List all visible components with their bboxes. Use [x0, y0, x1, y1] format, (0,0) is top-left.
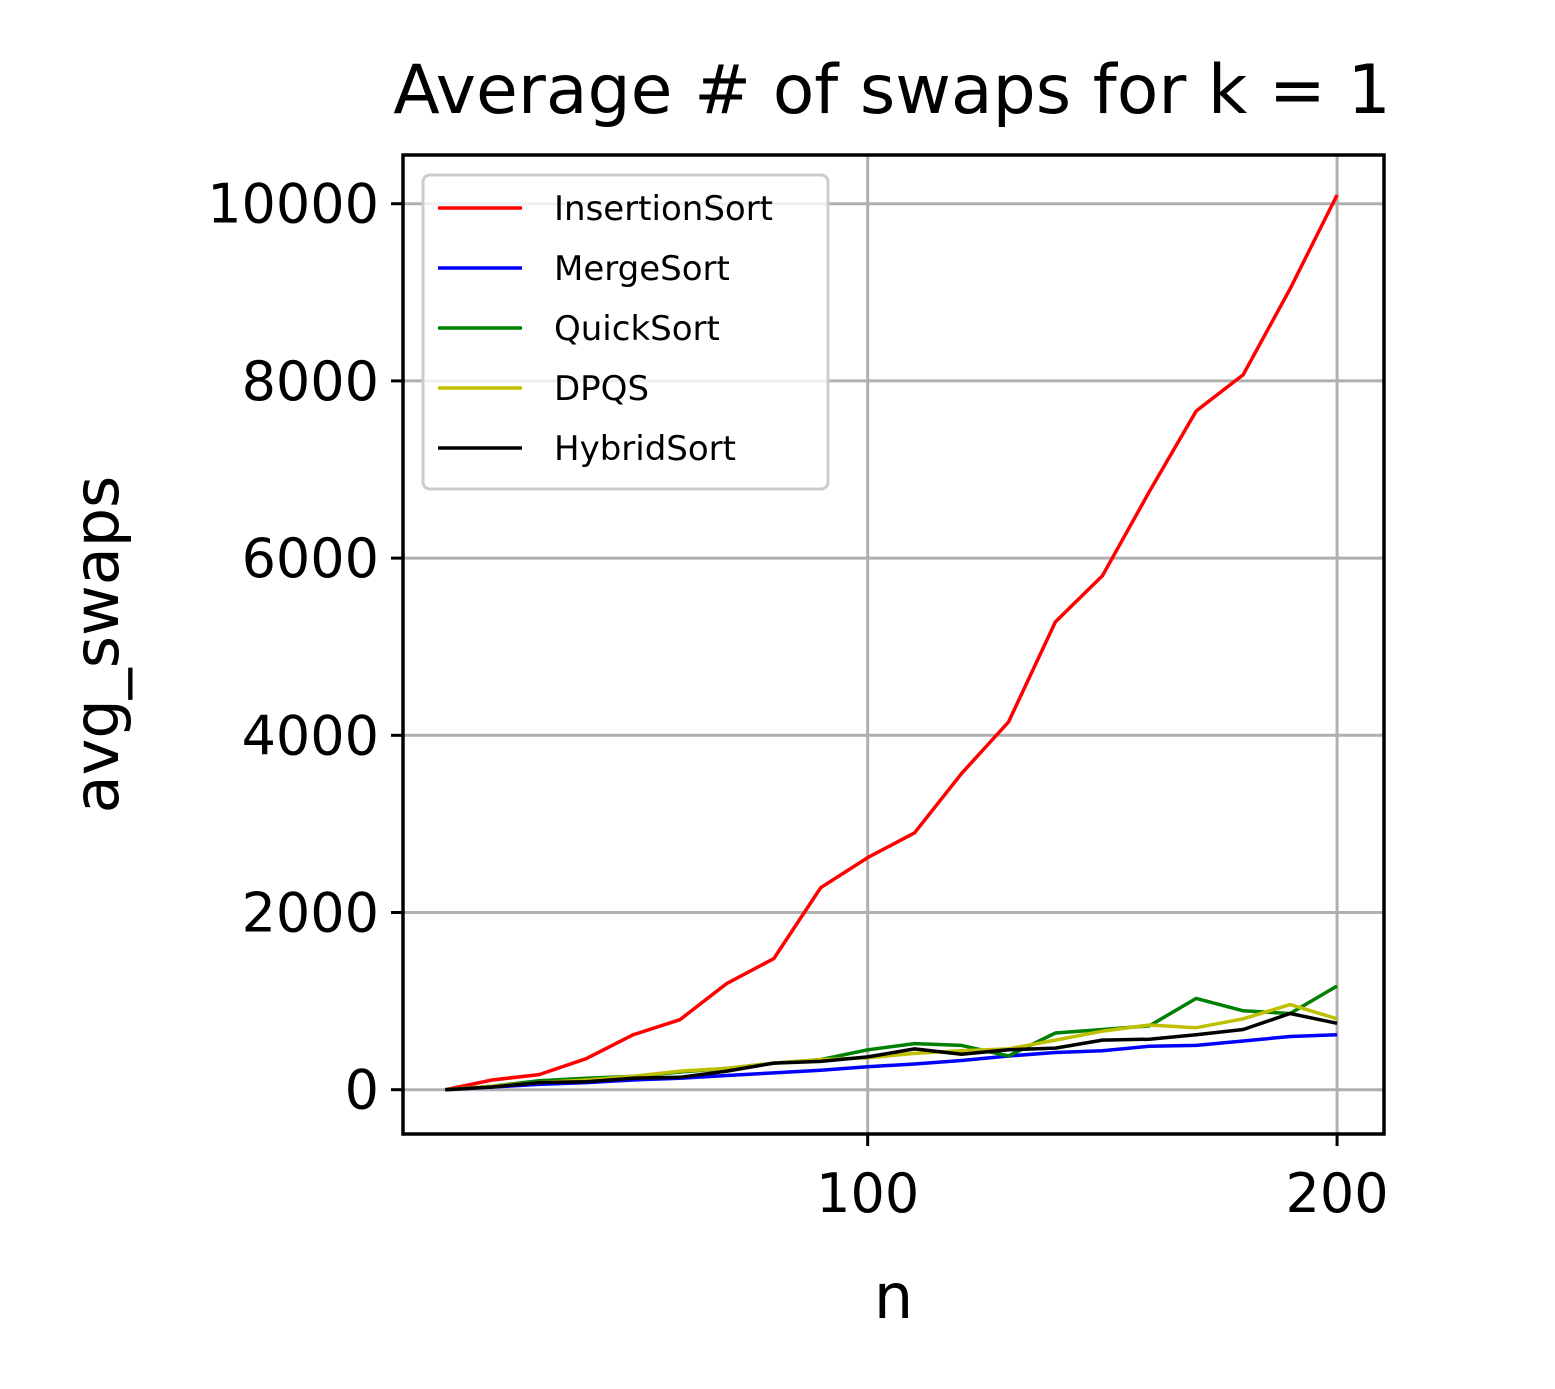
y-tick-label: 0: [345, 1059, 379, 1122]
legend-label-dpqs: DPQS: [554, 369, 649, 409]
axes-frame: [401, 153, 1386, 1136]
legend: InsertionSort MergeSort QuickSort DPQS Hybri…: [421, 173, 830, 491]
x-tick-label: 100: [816, 1162, 919, 1225]
y-tick-label: 6000: [242, 527, 379, 590]
y-tick-label: 2000: [242, 882, 379, 945]
x-axis-label: n: [874, 1260, 913, 1333]
series-line-insertionsort: [444, 194, 1339, 1092]
legend-label-mergesort: MergeSort: [554, 249, 730, 289]
x-tick-label: 200: [1286, 1162, 1389, 1225]
legend-label-quicksort: QuickSort: [554, 309, 720, 349]
legend-label-insertionsort: InsertionSort: [554, 189, 773, 229]
axis-ticks: 0 2000 4000 6000 8000 10000 100 200: [207, 173, 1388, 1225]
series-line-quicksort: [445, 984, 1338, 1092]
legend-label-hybridsort: HybridSort: [554, 429, 736, 469]
legend-box: [421, 173, 830, 491]
y-axis-label: avg_swaps: [60, 476, 133, 814]
chart-title: Average # of swaps for k = 1: [393, 51, 1391, 130]
series-lines: [444, 194, 1339, 1092]
y-tick-label: 8000: [242, 350, 379, 413]
y-tick-label: 4000: [242, 704, 379, 767]
y-tick-label: 10000: [207, 173, 379, 236]
series-line-hybridsort: [445, 1011, 1338, 1092]
